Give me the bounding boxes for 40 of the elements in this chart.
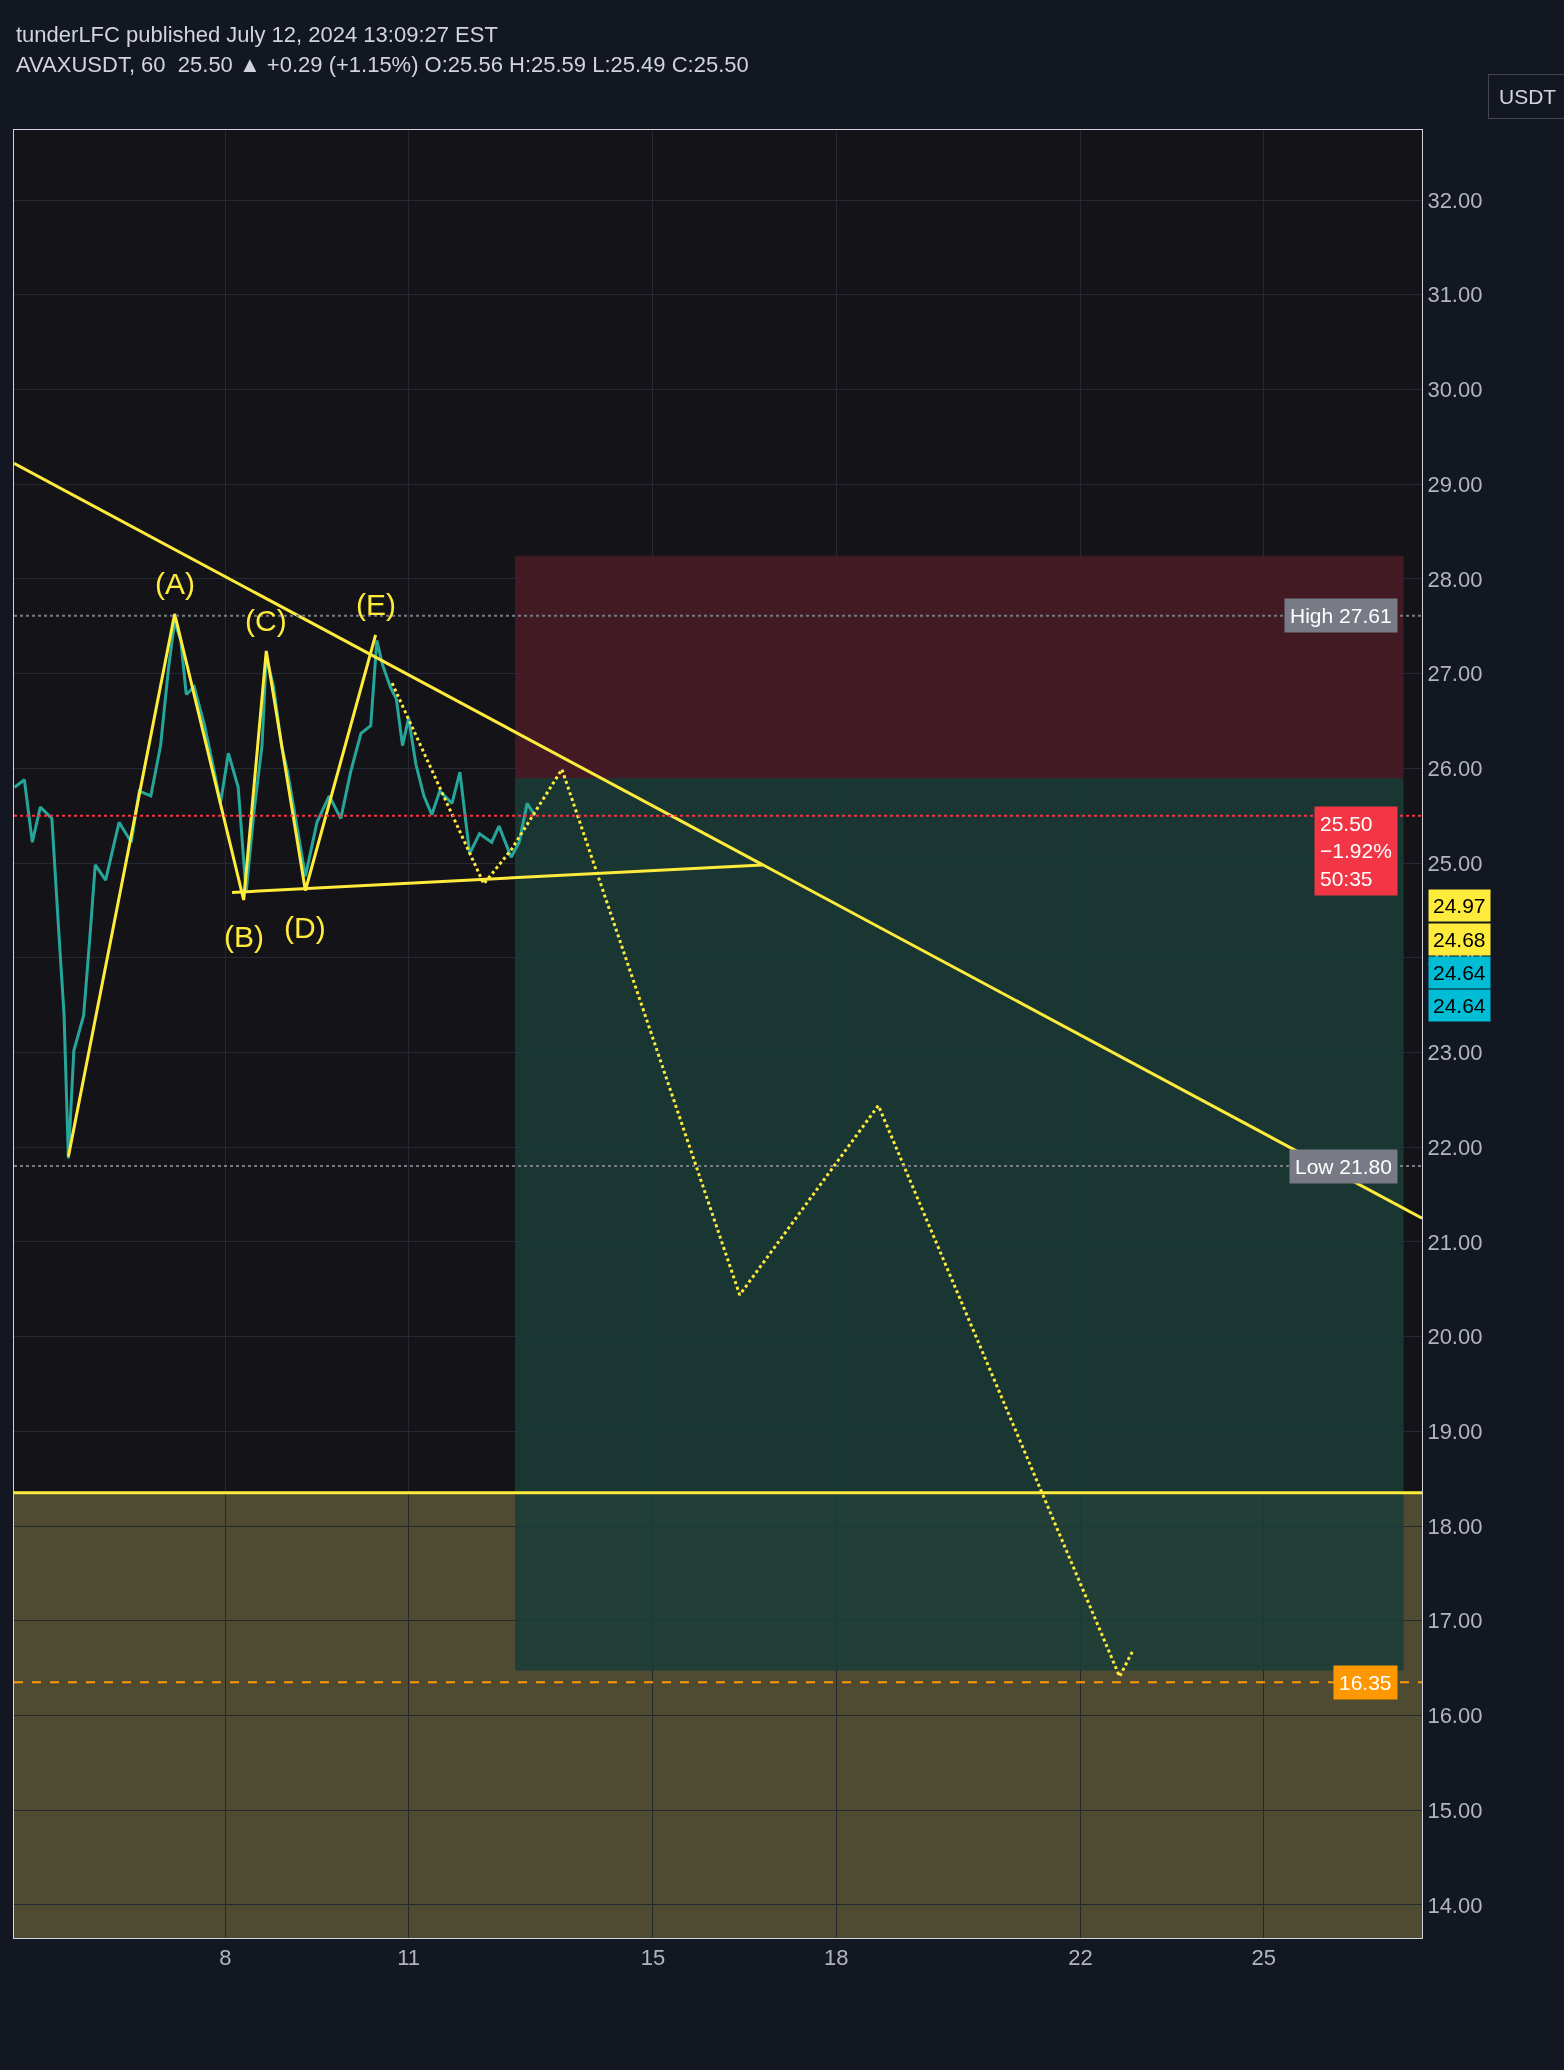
y-tick-label: 19.00 — [1427, 1419, 1483, 1445]
y-tick-label: 21.00 — [1427, 1229, 1483, 1255]
x-tick-label: 11 — [397, 1945, 421, 1971]
ref-line-label: High 27.61 — [1290, 604, 1392, 627]
y-tick-label: 31.00 — [1427, 282, 1483, 308]
x-tick-label: 15 — [640, 1945, 666, 1971]
text: 24.64 — [1433, 994, 1486, 1017]
y-tick-label: 28.00 — [1427, 566, 1483, 592]
y-tick-label: 18.00 — [1427, 1513, 1483, 1539]
y-tick-label: 23.00 — [1427, 1040, 1483, 1066]
y-tick-label: 15.00 — [1427, 1797, 1483, 1823]
x-tick-label: 18 — [823, 1945, 849, 1971]
y-tick-label: 27.00 — [1427, 661, 1483, 687]
y-tick-label: 17.00 — [1427, 1608, 1483, 1634]
y-tick-label: 16.00 — [1427, 1703, 1483, 1729]
x-tick-label: 8 — [219, 1945, 232, 1971]
annotation: (B) — [224, 920, 264, 953]
chart-subtitle: AVAXUSDT, 60 25.50 ▲ +0.29 (+1.15%) O:25.56 H:25.59 L:25.49 C:25.50 — [16, 52, 749, 77]
text: 24.68 — [1433, 928, 1486, 951]
y-tick-label: 25.00 — [1427, 850, 1483, 876]
ref-line-label: Low 21.80 — [1295, 1155, 1392, 1178]
y-tick-label: 22.00 — [1427, 1134, 1483, 1160]
ref-line-label: 25.50 −1.92% 50:35 — [1320, 812, 1392, 890]
y-tick-label: 26.00 — [1427, 756, 1483, 782]
y-tick-label: 29.00 — [1427, 471, 1483, 497]
annotation: (E) — [356, 588, 396, 621]
annotation: (C) — [245, 604, 287, 637]
ref-line-label: 16.35 — [1339, 1671, 1392, 1694]
text: USDT — [1499, 85, 1557, 108]
y-tick-label: 20.00 — [1427, 1324, 1483, 1350]
annotation: (D) — [284, 911, 326, 944]
x-tick-label: 22 — [1068, 1945, 1093, 1971]
y-tick-label: 32.00 — [1427, 187, 1483, 213]
y-tick-label: 14.00 — [1427, 1892, 1483, 1918]
chart-title: tunderLFC published July 12, 2024 13:09:27 EST — [16, 22, 498, 47]
x-tick-label: 25 — [1251, 1945, 1277, 1971]
y-tick-label: 30.00 — [1427, 377, 1483, 403]
annotation: (A) — [155, 567, 195, 600]
text: 24.97 — [1433, 894, 1486, 917]
text: 24.64 — [1433, 961, 1486, 984]
